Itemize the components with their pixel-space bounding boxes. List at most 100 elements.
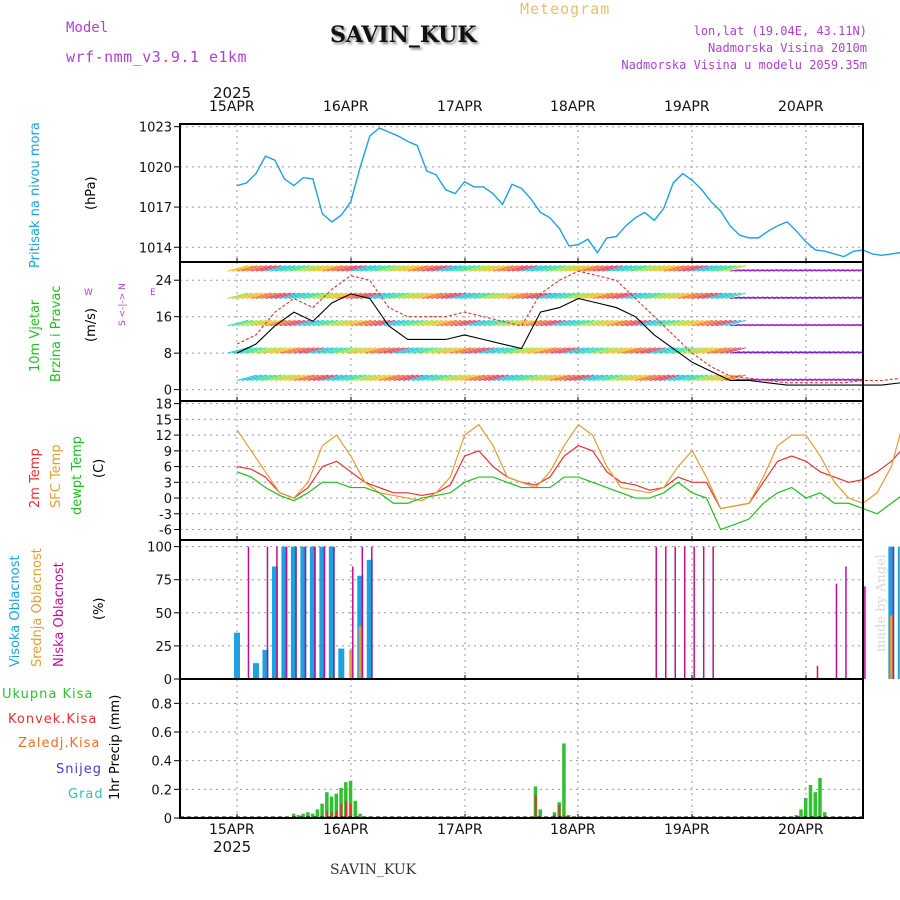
wind-barb [872, 352, 882, 353]
wind-barb [559, 292, 581, 299]
wind-barb [374, 292, 396, 299]
wind-barb [289, 374, 310, 381]
wind-barb [388, 319, 410, 327]
wind-barb [834, 378, 845, 381]
wind-barb [644, 319, 666, 327]
wind-barb [426, 292, 448, 299]
wind-barb [820, 351, 831, 354]
wind-barb [298, 374, 320, 381]
wind-barb [687, 292, 709, 299]
low-cloud-bar [304, 546, 307, 679]
wind-barb [478, 347, 500, 354]
wind-barb [858, 379, 863, 381]
wind-barb [270, 265, 291, 272]
wind-barb [758, 323, 769, 327]
wind-barb [663, 265, 685, 272]
wind-barb [265, 265, 287, 272]
wind-barb [303, 265, 324, 272]
wind-barb [654, 265, 675, 272]
wind-barb [658, 265, 680, 272]
wind-barb [535, 319, 557, 327]
wind-barb [815, 296, 826, 299]
wind-barb [350, 292, 372, 299]
wind-barb [758, 351, 769, 354]
wind-barb [668, 265, 690, 272]
wind-barb [786, 323, 797, 327]
wind-barb [715, 347, 737, 354]
wind-barb [303, 292, 324, 299]
wind-barb [450, 319, 471, 327]
wind-barb [507, 347, 528, 354]
wind-barb [535, 347, 557, 354]
day-label: 20APR [778, 822, 824, 838]
wind-barb [682, 374, 704, 381]
wind-barb [270, 347, 291, 354]
wind-barb [488, 292, 509, 299]
wind-barb [246, 347, 268, 354]
wind-barb [720, 374, 742, 381]
wind-barb [597, 265, 618, 272]
wind-barb [606, 374, 628, 381]
day-label: 18APR [550, 822, 596, 838]
wind-barb [270, 319, 291, 327]
wind-barb [298, 347, 320, 354]
wind-barb [412, 347, 434, 354]
wind-barb [232, 265, 253, 272]
wind-barb [810, 351, 821, 354]
wind-barb [374, 347, 396, 354]
low-cloud-bar [371, 546, 373, 679]
wind-barb [644, 347, 666, 354]
wind-barb [896, 324, 900, 325]
y-tick-label: 0.8 [151, 697, 172, 712]
high-cloud-bar [309, 546, 316, 679]
wind-barb [601, 374, 623, 381]
wind-barb [549, 292, 571, 299]
wind-barb [407, 374, 429, 381]
wind-barb [677, 265, 699, 272]
wind-barb [398, 292, 419, 299]
wind-barb [279, 347, 301, 354]
wind-barb [265, 347, 287, 354]
low-cloud-bar [835, 583, 838, 679]
wind-barb [379, 292, 400, 299]
wind-barb [364, 265, 386, 272]
wind-barb [796, 269, 807, 272]
wind-barb [251, 374, 272, 381]
wind-barb [601, 347, 623, 354]
wind-barb [322, 347, 343, 354]
wind-barb [336, 265, 358, 272]
wind-barb [701, 374, 723, 381]
total-precip-bar [353, 800, 358, 818]
wind-barb [360, 265, 381, 272]
wind-barb [279, 374, 301, 381]
conv-precip-bar [335, 810, 338, 818]
wind-barb [549, 319, 571, 327]
wind-barb [687, 374, 709, 381]
wind-barb [554, 292, 576, 299]
wind-barb [843, 269, 854, 272]
wind-barb [815, 323, 826, 327]
wind-barb [649, 347, 671, 354]
wind-barb [331, 319, 353, 327]
wind-barb [241, 374, 263, 381]
wind-barb [312, 347, 334, 354]
wind-barb [241, 347, 263, 354]
wind-barb [630, 319, 652, 327]
wind-barb [734, 269, 745, 272]
wind-barb [502, 319, 524, 327]
wind-barb [241, 292, 263, 299]
wind-speed-line [236, 293, 900, 386]
wind-barb [839, 323, 850, 327]
wind-barb [331, 265, 353, 272]
wind-barb [436, 265, 457, 272]
day-label: 15APR [209, 822, 255, 838]
wind-barb [398, 374, 419, 381]
wind-barb [469, 292, 490, 299]
wind-barb [322, 319, 343, 327]
wind-barb [625, 347, 647, 354]
wind-barb [753, 351, 764, 354]
wind-barb [284, 265, 306, 272]
total-precip-bar [301, 813, 305, 818]
low-cloud-bar [247, 546, 250, 679]
wind-barb [236, 265, 258, 272]
